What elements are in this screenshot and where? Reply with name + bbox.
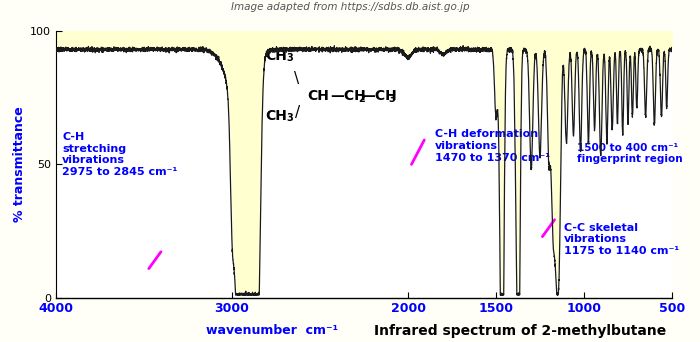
Text: \: \: [295, 71, 300, 86]
Text: —CH: —CH: [361, 89, 398, 103]
Y-axis label: % transmittance: % transmittance: [13, 106, 26, 222]
Text: 3: 3: [286, 113, 293, 123]
Text: CH: CH: [265, 109, 287, 123]
Text: C-C skeletal
vibrations
1175 to 1140 cm⁻¹: C-C skeletal vibrations 1175 to 1140 cm⁻…: [564, 223, 680, 256]
Text: C-H deformation
vibrations
1470 to 1370 cm⁻¹: C-H deformation vibrations 1470 to 1370 …: [435, 130, 550, 163]
Text: Infrared spectrum of 2-methylbutane: Infrared spectrum of 2-methylbutane: [374, 324, 666, 338]
Text: 3: 3: [389, 94, 396, 104]
Text: Image adapted from https://sdbs.db.aist.go.jp: Image adapted from https://sdbs.db.aist.…: [231, 2, 469, 12]
Text: CH: CH: [265, 49, 287, 63]
Text: CH: CH: [307, 89, 329, 103]
Text: /: /: [295, 105, 300, 120]
Text: 3: 3: [286, 53, 293, 63]
Text: —CH: —CH: [330, 89, 366, 103]
Text: C-H
stretching
vibrations
2975 to 2845 cm⁻¹: C-H stretching vibrations 2975 to 2845 c…: [62, 132, 178, 177]
Text: 2: 2: [358, 94, 365, 104]
Text: wavenumber  cm⁻¹: wavenumber cm⁻¹: [206, 324, 337, 337]
Text: 1500 to 400 cm⁻¹
fingerprint region: 1500 to 400 cm⁻¹ fingerprint region: [577, 143, 682, 165]
